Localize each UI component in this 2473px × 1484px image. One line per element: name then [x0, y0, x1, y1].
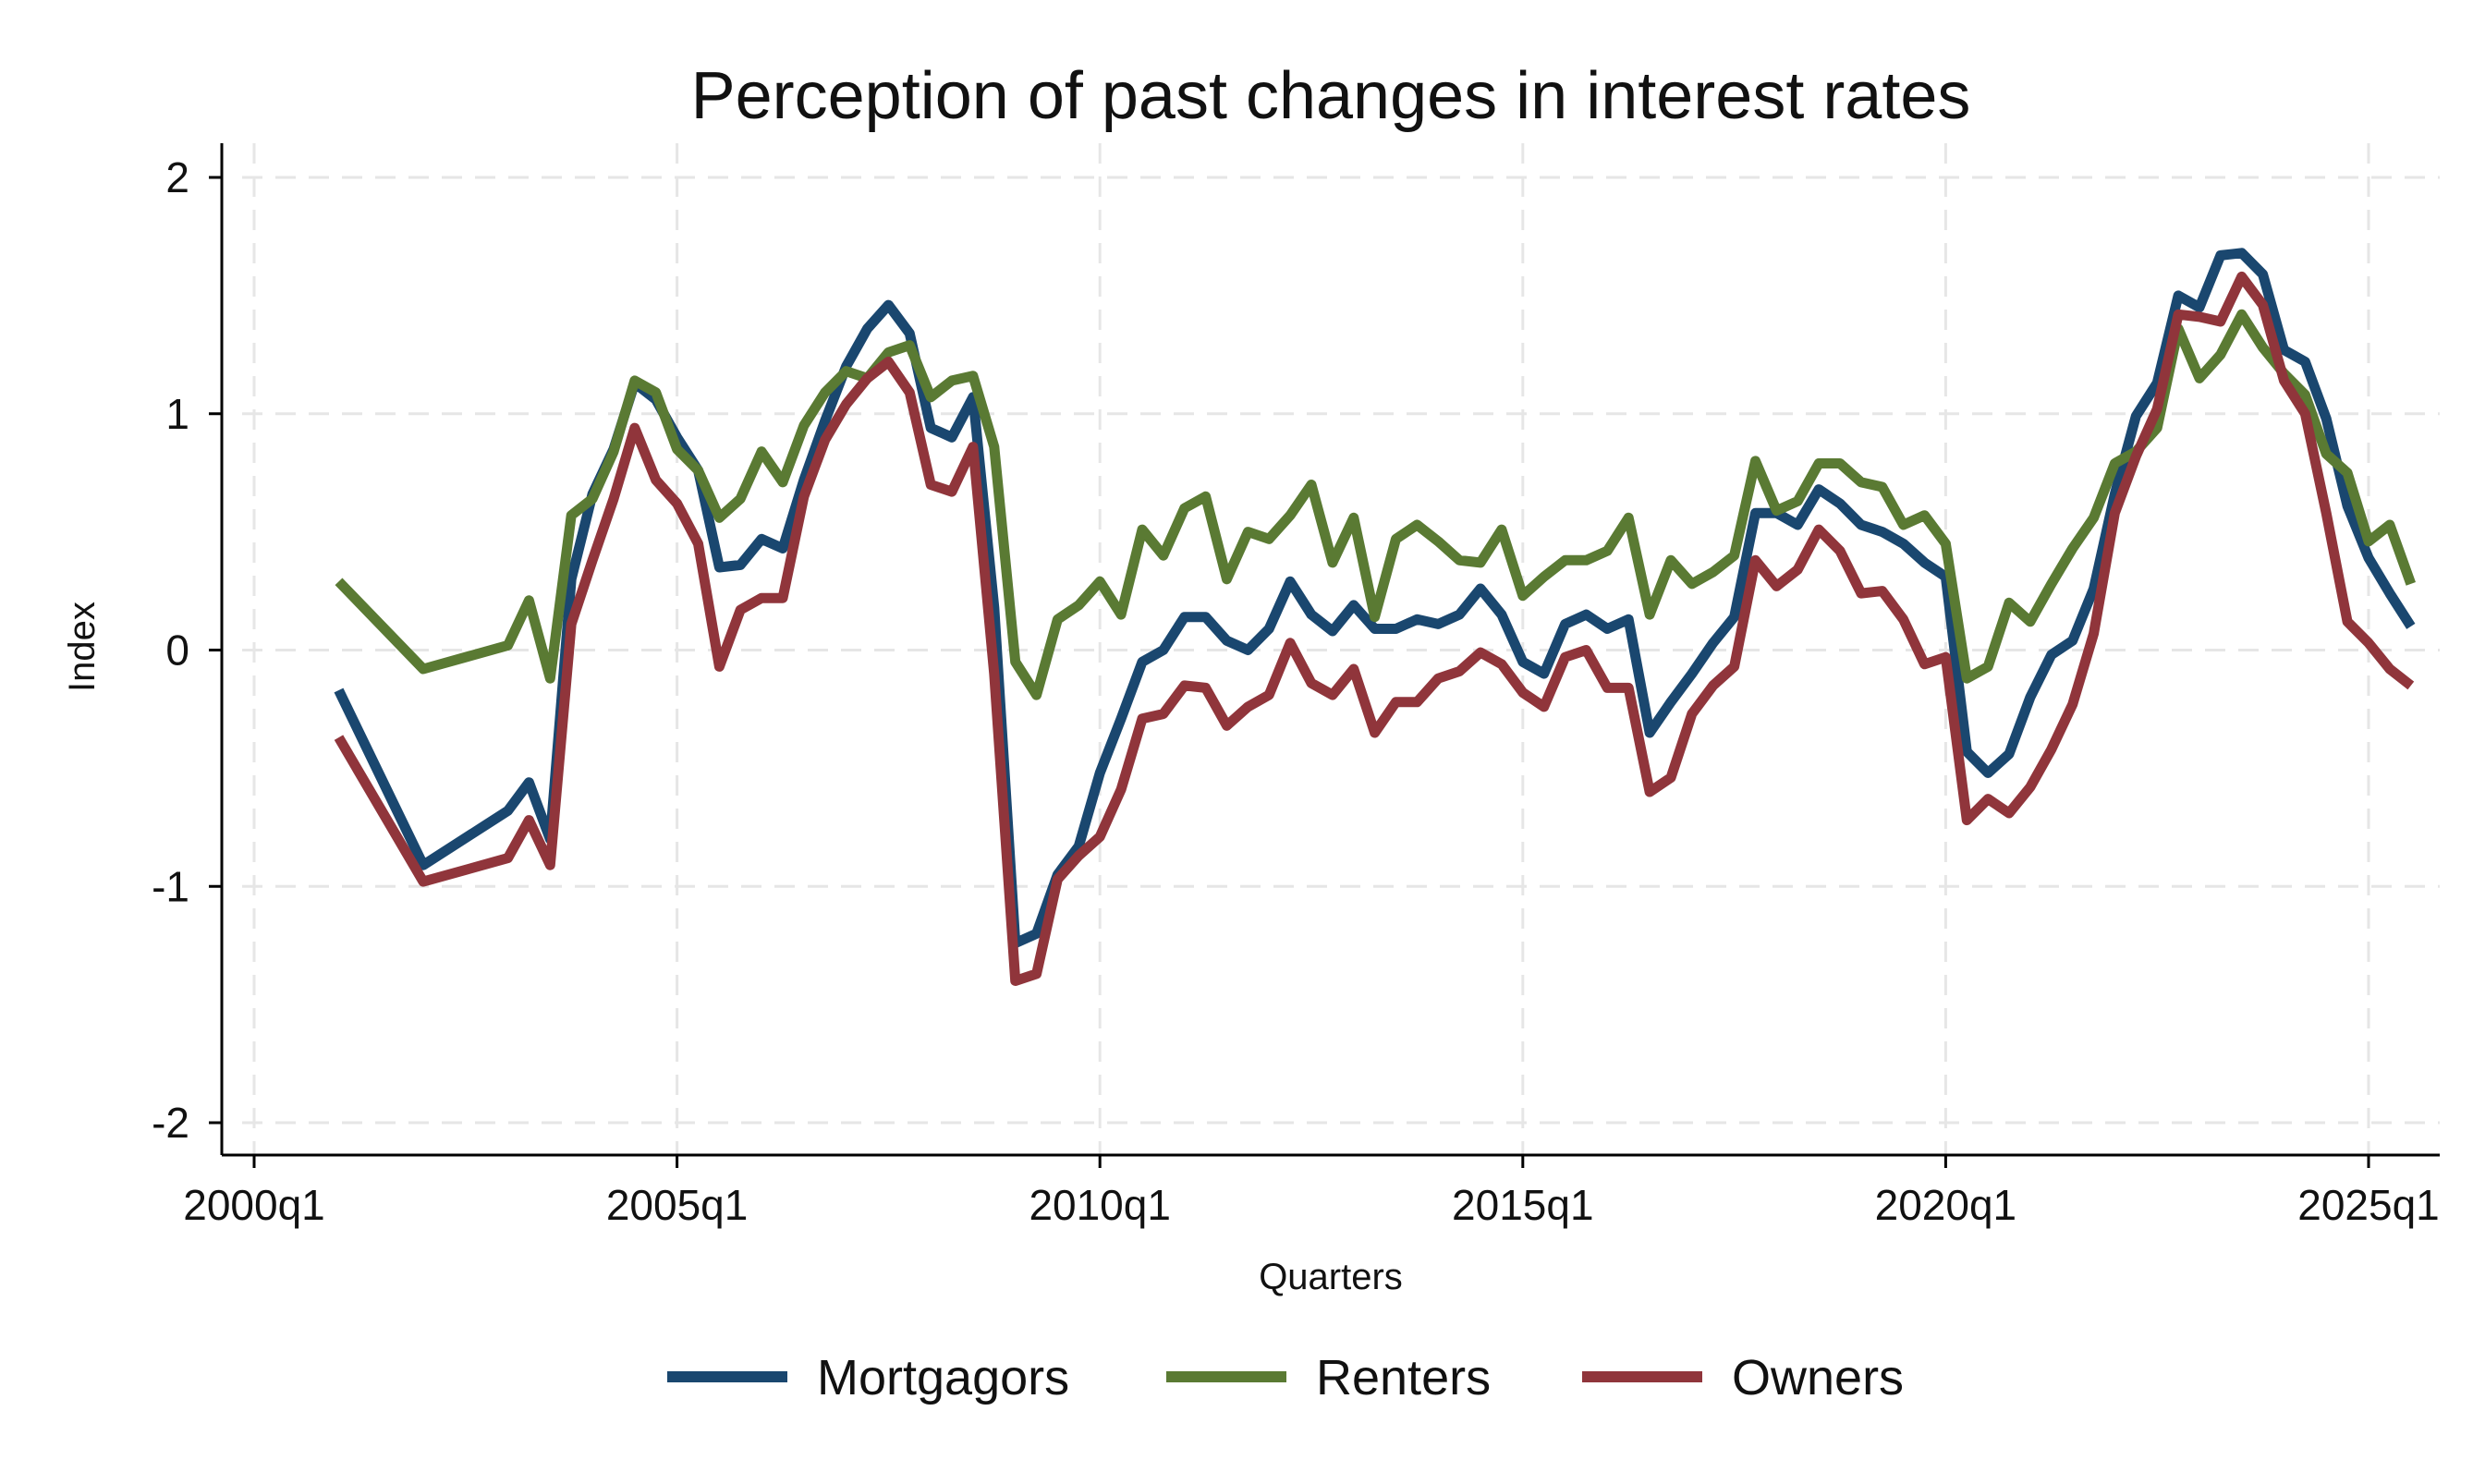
x-tick-label: 2005q1	[606, 1181, 749, 1229]
legend-label-renters: Renters	[1316, 1350, 1491, 1405]
x-tick-label: 2000q1	[183, 1181, 325, 1229]
x-axis-title: Quarters	[1259, 1257, 1403, 1297]
grid-lines	[242, 143, 2440, 1155]
x-tick-label: 2025q1	[2297, 1181, 2440, 1229]
x-tick-label: 2010q1	[1029, 1181, 1171, 1229]
y-tick-label: 2	[165, 153, 189, 201]
series-line-mortgagors	[334, 248, 2416, 949]
x-axis-ticks: 2000q1 2005q1 2010q1 2015q1 2020q1 2025q1	[183, 1155, 2440, 1229]
legend-label-mortgagors: Mortgagors	[817, 1350, 1069, 1405]
y-tick-label: 0	[165, 626, 189, 675]
x-tick-label: 2015q1	[1452, 1181, 1594, 1229]
y-tick-label: -1	[152, 862, 189, 910]
series-lines	[334, 248, 2416, 986]
y-tick-label: 1	[165, 390, 189, 438]
y-axis-title: Index	[62, 602, 103, 692]
y-tick-label: -2	[152, 1099, 189, 1147]
y-axis-ticks: 2 1 0 -1 -2	[152, 153, 222, 1147]
series-line-owners	[334, 271, 2415, 986]
chart-title: Perception of past changes in interest r…	[691, 59, 1971, 133]
legend: Mortgagors Renters Owners	[667, 1350, 1904, 1405]
legend-label-owners: Owners	[1732, 1350, 1904, 1405]
x-tick-label: 2020q1	[1875, 1181, 2017, 1229]
series-line-renters	[335, 309, 2416, 700]
